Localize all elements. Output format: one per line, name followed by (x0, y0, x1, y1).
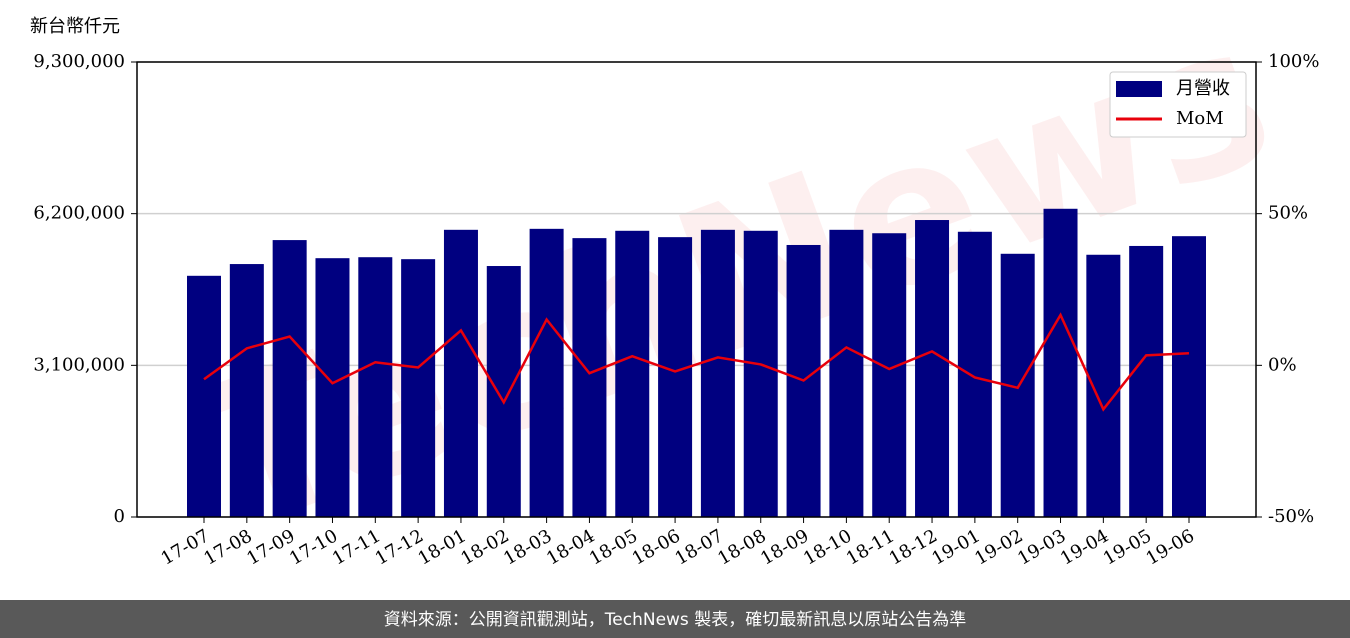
bar (872, 233, 907, 517)
footer: 資料來源：公開資訊觀測站，TechNews 製表，確切最新訊息以原站公告為準 (384, 610, 966, 630)
bar (1129, 245, 1164, 518)
x-tick-label: 19-05 (1100, 525, 1155, 569)
x-tick-label: 18-07 (671, 525, 726, 569)
x-tick-label: 18-08 (714, 525, 769, 569)
bar (829, 229, 864, 517)
x-tick-label: 18-11 (843, 525, 898, 569)
legend-label: 月營收 (1176, 78, 1230, 99)
bar (443, 229, 478, 517)
bar (572, 238, 607, 517)
bar (229, 264, 264, 517)
bar (743, 230, 778, 517)
x-tick-label: 18-02 (457, 525, 512, 569)
bar (486, 266, 521, 517)
x-tick-label: 19-02 (971, 525, 1026, 569)
x-tick-label: 19-03 (1014, 525, 1069, 569)
bar (272, 240, 307, 517)
y-tick-label: 6,200,000 (33, 203, 125, 224)
bar (915, 220, 950, 517)
mom-line (203, 312, 1190, 412)
plot-frame (136, 61, 1257, 518)
x-tick-label: 18-01 (415, 525, 470, 569)
y2-tick-label: 100% (1268, 51, 1319, 72)
x-tick-label: 18-12 (886, 525, 941, 569)
x-tick-label: 18-05 (586, 525, 641, 569)
bar (187, 275, 221, 517)
y2-tick-label: 0% (1268, 354, 1297, 375)
bar (615, 230, 650, 517)
x-tick-label: 19-04 (1057, 525, 1112, 569)
bar (1172, 236, 1206, 517)
y-tick-label: 0 (114, 506, 125, 527)
x-tick-label: 19-01 (928, 525, 983, 569)
bar (700, 229, 735, 517)
legend-swatch (1116, 81, 1162, 97)
legend-label: MoM (1176, 108, 1224, 129)
y-axis-label: 新台幣仟元 (30, 16, 120, 37)
bar (315, 258, 350, 517)
x-tick-label: 17-07 (158, 525, 213, 569)
x-tick-label: 17-12 (372, 525, 427, 569)
y2-tick-label: 50% (1268, 203, 1308, 224)
x-tick-label: 19-06 (1143, 525, 1198, 569)
x-tick-label: 18-06 (629, 525, 684, 569)
y-tick-label: 3,100,000 (33, 354, 125, 375)
bar (401, 259, 436, 517)
bar (957, 231, 992, 518)
bar (529, 228, 564, 518)
y2-tick-label: -50% (1268, 506, 1314, 527)
x-tick-label: 18-04 (543, 525, 598, 569)
bar (358, 257, 393, 517)
bar (658, 237, 693, 517)
x-tick-label: 18-10 (800, 525, 855, 569)
x-tick-label: 18-03 (500, 525, 555, 569)
footer-bar (0, 600, 1350, 638)
y-tick-label: 9,300,000 (33, 51, 125, 72)
x-tick-label: 18-09 (757, 525, 812, 569)
bar (1043, 208, 1078, 517)
